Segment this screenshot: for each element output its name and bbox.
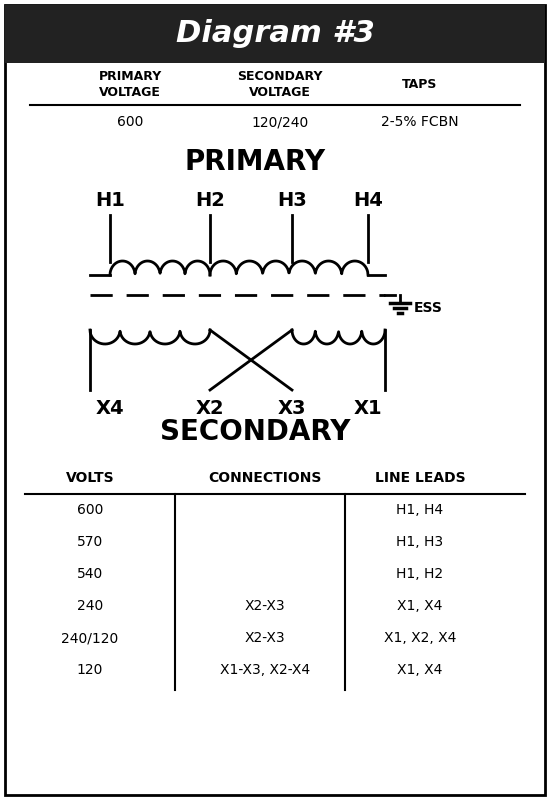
- Text: H3: H3: [277, 190, 307, 210]
- Text: PRIMARY: PRIMARY: [184, 148, 326, 176]
- Text: 240: 240: [77, 599, 103, 613]
- Text: H1: H1: [95, 190, 125, 210]
- Text: H1, H3: H1, H3: [397, 535, 443, 549]
- Text: 240/120: 240/120: [62, 631, 119, 645]
- Text: 120/240: 120/240: [251, 115, 309, 129]
- Text: X1, X4: X1, X4: [397, 599, 443, 613]
- Text: X1, X2, X4: X1, X2, X4: [384, 631, 456, 645]
- Text: X1-X3, X2-X4: X1-X3, X2-X4: [220, 663, 310, 677]
- Text: CONNECTIONS: CONNECTIONS: [208, 471, 322, 485]
- Text: 540: 540: [77, 567, 103, 581]
- Text: X4: X4: [96, 398, 124, 418]
- Text: H1, H2: H1, H2: [397, 567, 443, 581]
- Text: X1, X4: X1, X4: [397, 663, 443, 677]
- Text: TAPS: TAPS: [402, 78, 438, 91]
- Text: X2-X3: X2-X3: [245, 631, 285, 645]
- Text: 570: 570: [77, 535, 103, 549]
- Text: VOLTS: VOLTS: [65, 471, 114, 485]
- Text: PRIMARY
VOLTAGE: PRIMARY VOLTAGE: [98, 70, 162, 99]
- FancyBboxPatch shape: [5, 5, 545, 795]
- Text: X2: X2: [196, 398, 224, 418]
- Text: 2-5% FCBN: 2-5% FCBN: [381, 115, 459, 129]
- Text: 600: 600: [117, 115, 143, 129]
- Text: X3: X3: [278, 398, 306, 418]
- Text: ESS: ESS: [414, 301, 443, 315]
- Text: Diagram #3: Diagram #3: [175, 19, 375, 49]
- FancyBboxPatch shape: [5, 5, 545, 63]
- Text: X1: X1: [354, 398, 382, 418]
- Text: LINE LEADS: LINE LEADS: [375, 471, 465, 485]
- Text: SECONDARY
VOLTAGE: SECONDARY VOLTAGE: [237, 70, 323, 99]
- Text: H4: H4: [353, 190, 383, 210]
- Text: X2-X3: X2-X3: [245, 599, 285, 613]
- Text: 600: 600: [77, 503, 103, 517]
- Text: SECONDARY: SECONDARY: [160, 418, 350, 446]
- Text: H2: H2: [195, 190, 225, 210]
- Text: 120: 120: [77, 663, 103, 677]
- Text: H1, H4: H1, H4: [397, 503, 443, 517]
